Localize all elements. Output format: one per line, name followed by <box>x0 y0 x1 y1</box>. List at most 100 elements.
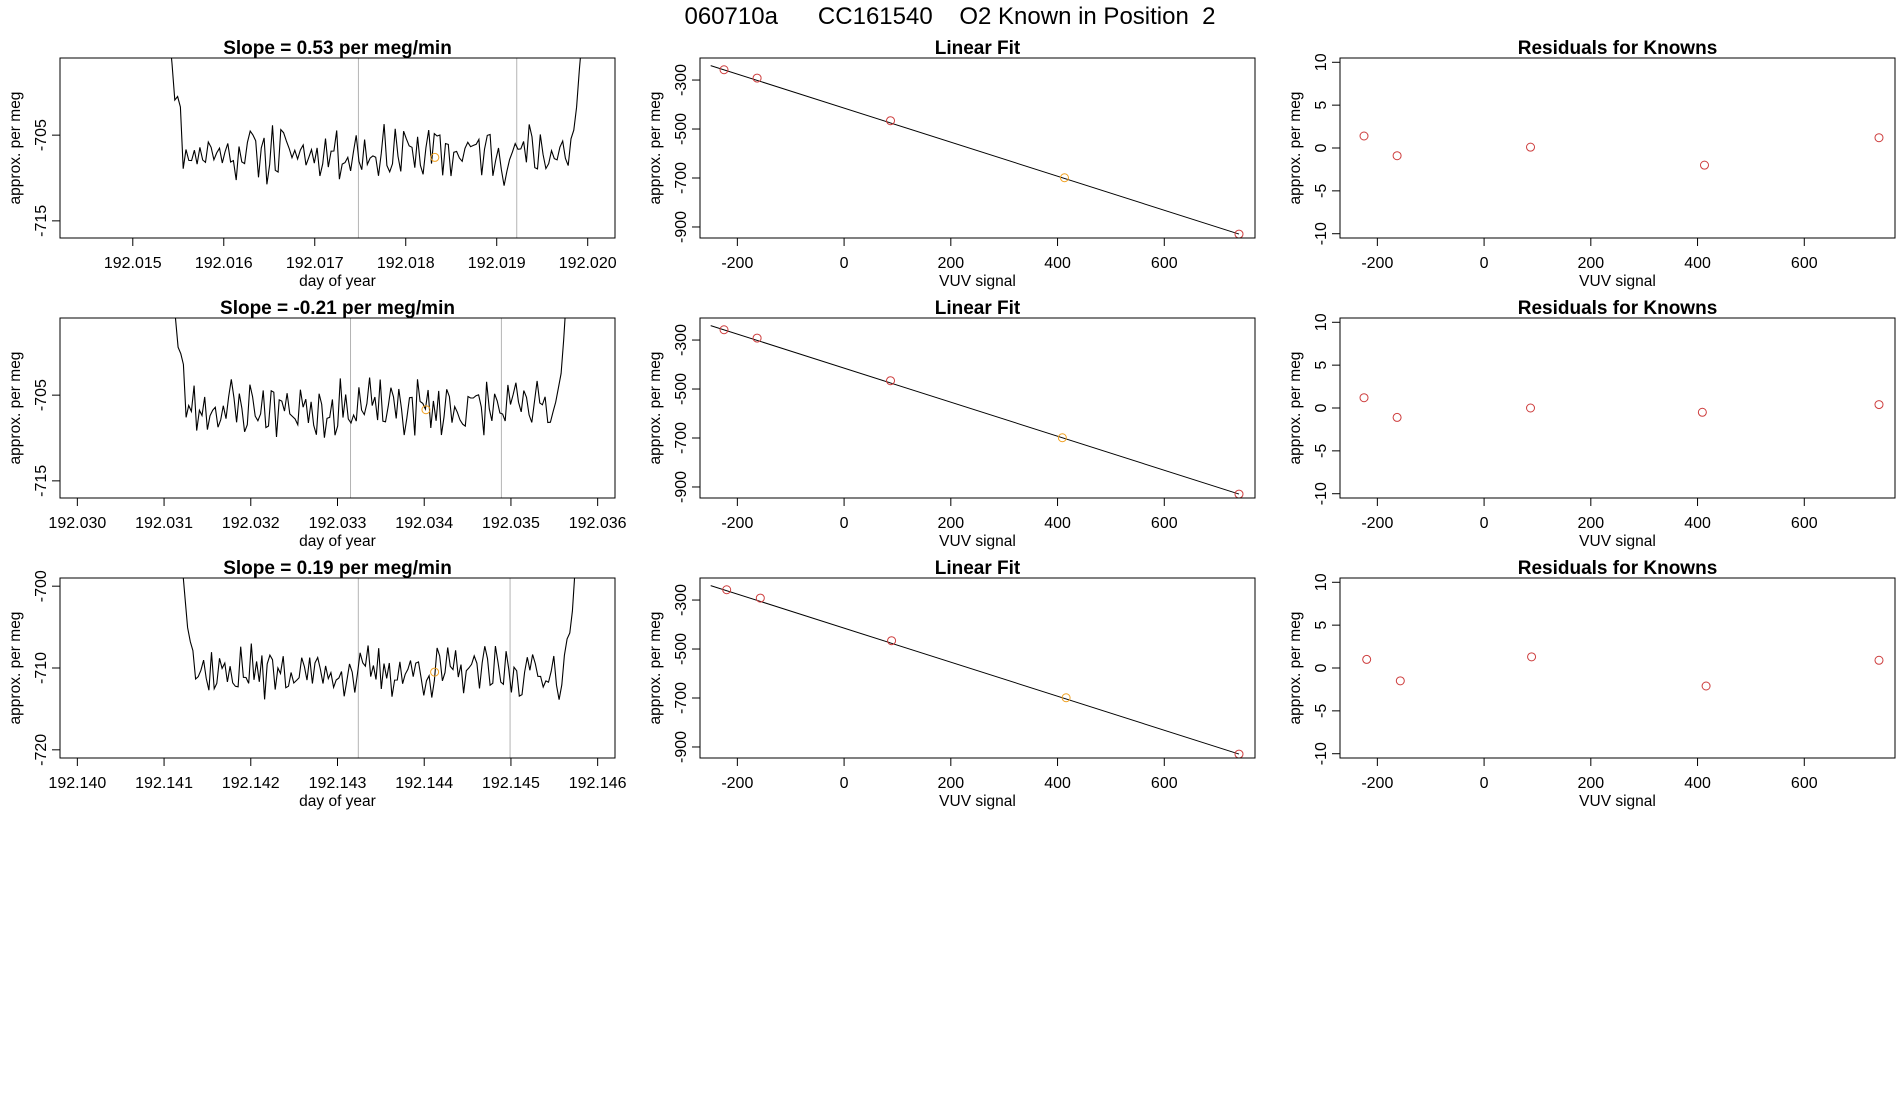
x-tick-label: 0 <box>840 775 849 792</box>
y-tick-label: -700 <box>673 162 690 194</box>
x-tick-label: 192.035 <box>482 515 540 532</box>
y-tick-label: -5 <box>1313 184 1330 198</box>
y-tick-label: -900 <box>673 731 690 763</box>
x-tick-label: 200 <box>1577 255 1604 272</box>
x-tick-label: 400 <box>1044 255 1071 272</box>
plot-frame <box>1339 317 1896 499</box>
y-tick-label: -705 <box>33 119 50 151</box>
y-axis-label: approx. per meg <box>1287 352 1304 465</box>
y-tick-label: -5 <box>1313 704 1330 718</box>
y-tick-label: -300 <box>673 324 690 356</box>
data-point <box>1527 652 1537 662</box>
x-tick-label: 0 <box>1480 255 1489 272</box>
chart-title: Slope = -0.21 per meg/min <box>220 298 455 319</box>
x-axis-label: day of year <box>299 793 376 810</box>
x-tick-label: -200 <box>1361 775 1393 792</box>
y-tick-label: 10 <box>1313 53 1330 71</box>
y-tick-label: -10 <box>1313 222 1330 245</box>
chart-title: Linear Fit <box>935 38 1021 59</box>
data-series-line <box>170 58 581 186</box>
data-series-line <box>174 318 566 438</box>
chart-panel-4: Slope = -0.21 per meg/min 192.030 192.031 1… <box>7 298 627 550</box>
x-tick-label: 192.140 <box>48 775 106 792</box>
data-point <box>1234 489 1244 498</box>
y-tick-label: -300 <box>673 64 690 96</box>
x-tick-label: -200 <box>1361 515 1393 532</box>
data-point <box>1359 131 1369 141</box>
x-tick-label: 400 <box>1044 515 1071 532</box>
x-tick-label: 192.017 <box>286 255 344 272</box>
x-tick-label: -200 <box>721 255 753 272</box>
chart-panel-9: Residuals for Knowns -200 0 200 400 600 -10 -5 0… <box>1287 558 1896 810</box>
plot-frame <box>699 57 1256 239</box>
plot-area <box>182 578 576 758</box>
y-tick-label: -900 <box>673 471 690 503</box>
y-axis-label: approx. per meg <box>7 612 24 725</box>
data-point <box>1874 655 1884 665</box>
x-tick-label: 192.141 <box>135 775 193 792</box>
data-point <box>1392 151 1402 161</box>
y-tick-label: -705 <box>33 379 50 411</box>
x-tick-label: 600 <box>1791 515 1818 532</box>
y-tick-label: -720 <box>33 734 50 766</box>
x-tick-label: 400 <box>1044 775 1071 792</box>
data-point <box>1874 400 1884 410</box>
data-point <box>1059 173 1069 183</box>
data-point <box>1526 142 1536 152</box>
y-axis-label: approx. per meg <box>647 92 664 205</box>
data-point <box>887 636 897 646</box>
y-tick-label: -300 <box>673 584 690 616</box>
x-tick-label: 192.018 <box>377 255 435 272</box>
y-tick-label: -500 <box>673 633 690 665</box>
data-point <box>1395 676 1405 686</box>
x-axis-label: VUV signal <box>939 793 1016 810</box>
chart-panel-6: Residuals for Knowns -200 0 200 400 600 -10 -5 0… <box>1287 298 1896 550</box>
data-series-line <box>182 578 576 700</box>
x-tick-label: 192.036 <box>569 515 627 532</box>
chart-title: Slope = 0.53 per meg/min <box>223 38 452 59</box>
x-tick-label: 0 <box>840 255 849 272</box>
x-axis-label: VUV signal <box>939 273 1016 290</box>
plot-area <box>1359 131 1884 170</box>
x-tick-label: 200 <box>937 515 964 532</box>
data-point <box>1057 433 1067 443</box>
y-tick-label: -715 <box>33 465 50 497</box>
y-tick-label: 5 <box>1313 621 1330 630</box>
data-point <box>886 116 896 126</box>
plot-frame <box>1339 577 1896 759</box>
x-tick-label: -200 <box>721 775 753 792</box>
y-axis-label: approx. per meg <box>7 92 24 205</box>
chart-panel-1: Slope = 0.53 per meg/min 192.015 192.016 19… <box>7 38 617 290</box>
x-tick-label: 192.015 <box>104 255 162 272</box>
data-point <box>1392 412 1402 422</box>
plot-area <box>710 65 1244 238</box>
plot-frame <box>699 577 1256 759</box>
x-tick-label: 192.142 <box>222 775 280 792</box>
y-axis-label: approx. per meg <box>1287 612 1304 725</box>
x-axis-label: VUV signal <box>1579 793 1656 810</box>
y-tick-label: -700 <box>673 422 690 454</box>
data-point <box>752 73 762 83</box>
x-tick-label: 200 <box>1577 775 1604 792</box>
x-tick-label: -200 <box>1361 255 1393 272</box>
x-tick-label: 600 <box>1791 255 1818 272</box>
y-tick-label: 10 <box>1313 313 1330 331</box>
data-point <box>719 65 729 75</box>
chart-title: Linear Fit <box>935 558 1021 579</box>
y-axis-label: approx. per meg <box>647 352 664 465</box>
y-tick-label: -700 <box>33 570 50 602</box>
y-tick-label: 0 <box>1313 143 1330 152</box>
highlight-point <box>421 405 431 415</box>
data-point <box>1699 160 1709 170</box>
plot-frame <box>59 317 616 499</box>
chart-title: Linear Fit <box>935 298 1021 319</box>
y-axis-label: approx. per meg <box>7 352 24 465</box>
data-point <box>1362 654 1372 664</box>
fit-line <box>710 325 1240 495</box>
x-axis-label: day of year <box>299 533 376 550</box>
y-tick-label: -700 <box>673 682 690 714</box>
data-point <box>1697 407 1707 417</box>
x-tick-label: 200 <box>937 255 964 272</box>
data-point <box>1874 133 1884 143</box>
